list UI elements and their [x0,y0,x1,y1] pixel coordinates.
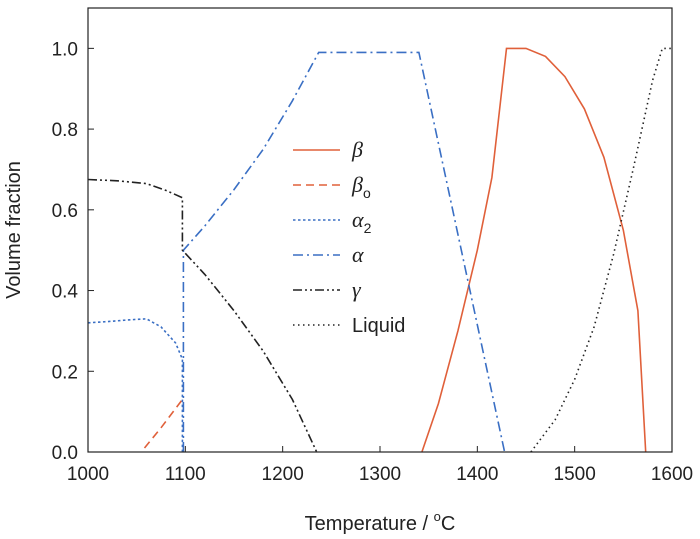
y-tick-label: 0.8 [52,120,78,141]
x-axis-title-unit: C [441,513,455,535]
x-axis-title: Temperature / oC [305,509,456,535]
y-tick-label: 0.2 [52,362,78,383]
plot-frame [87,7,673,453]
x-tick-label: 1600 [651,464,693,485]
series-line-0 [421,47,647,453]
legend-label-1: βo [351,172,371,201]
y-tick-label: 1.0 [52,39,78,60]
y-axis-title: Volume fraction [3,161,25,299]
x-axis-title-main: Temperature / [305,513,434,535]
legend-label-4: γ [352,277,362,302]
series-line-3 [182,51,506,453]
legend-label-2: α2 [352,207,372,236]
series-line-1 [143,399,184,449]
legend-label-0: β [351,137,363,162]
x-tick-label: 1400 [456,464,498,485]
y-tick-label: 0.0 [52,443,78,464]
x-tick-label: 1100 [165,464,206,485]
series-group [87,47,672,453]
legend-label-3: α [352,242,364,267]
y-tick-label: 0.6 [52,201,78,222]
x-tick-label: 1500 [554,464,596,485]
series-line-2 [87,317,184,452]
y-tick-label: 0.4 [52,282,79,303]
x-tick-label: 1000 [67,464,109,485]
x-tick-label: 1300 [359,464,401,485]
x-tick-label: 1200 [262,464,304,485]
ticks-group: 1000 1100 1200 1300 1400 1500 1600 0.0 0.2 0.4 0.6… [52,39,694,485]
series-line-4 [87,178,318,453]
legend-label-5: Liquid [352,315,405,337]
series-line-5 [530,47,672,453]
x-axis-title-degree: o [434,509,441,524]
legend: β βo α2 αγ Liquid [293,137,405,337]
